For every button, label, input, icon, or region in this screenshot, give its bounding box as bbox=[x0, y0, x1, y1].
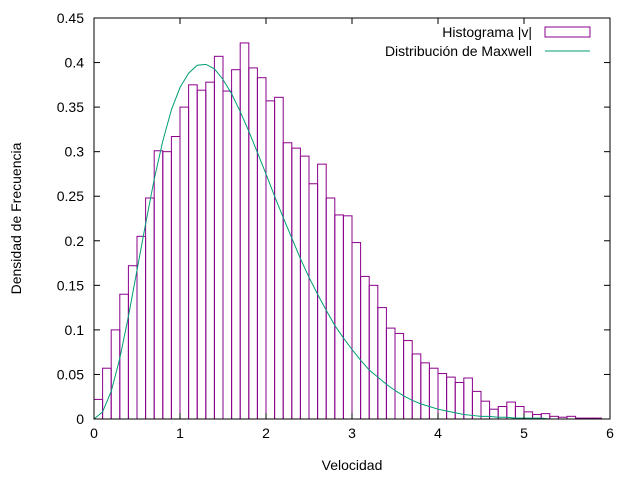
histogram-bar bbox=[291, 147, 301, 420]
histogram-bar bbox=[188, 84, 198, 420]
x-axis-label: Velocidad bbox=[322, 457, 383, 473]
x-tick-label: 4 bbox=[434, 425, 442, 441]
histogram-bar bbox=[351, 242, 362, 420]
legend-swatch-histogram bbox=[544, 26, 591, 38]
y-axis-ticks: 0 0.05 0.1 0.15 0.2 0.25 0.3 0.35 0.4 0.45 bbox=[57, 10, 610, 427]
histogram-bar bbox=[248, 67, 258, 420]
histogram-bar bbox=[119, 293, 129, 420]
legend-label-maxwell: Distribución de Maxwell bbox=[385, 43, 532, 59]
x-tick-label: 5 bbox=[520, 425, 528, 441]
histogram-bar bbox=[428, 367, 439, 420]
y-tick-label: 0 bbox=[76, 411, 84, 427]
y-tick-label: 0.1 bbox=[65, 322, 85, 338]
histogram-bar bbox=[274, 96, 284, 420]
y-tick-label: 0.4 bbox=[65, 55, 85, 71]
histogram-bar bbox=[239, 42, 250, 420]
histogram-bar bbox=[308, 183, 319, 420]
maxwell-curve-layer bbox=[93, 63, 602, 420]
histogram-bar bbox=[385, 327, 396, 420]
histogram-bar bbox=[471, 390, 482, 420]
histogram-bar bbox=[394, 332, 405, 420]
histogram-bar bbox=[222, 90, 233, 420]
histogram-bar bbox=[231, 69, 241, 420]
histogram-bar bbox=[411, 353, 422, 420]
histogram-bar bbox=[437, 373, 448, 420]
y-tick-label: 0.35 bbox=[57, 99, 84, 115]
histogram-bar bbox=[145, 197, 155, 420]
histogram-bar bbox=[360, 275, 370, 420]
histogram-bar bbox=[256, 77, 267, 420]
histogram-bar bbox=[205, 81, 215, 420]
histogram-bar bbox=[282, 142, 293, 420]
maxwell-curve bbox=[93, 63, 602, 420]
x-tick-label: 3 bbox=[348, 425, 356, 441]
histogram-bar bbox=[213, 55, 224, 420]
histogram-bar bbox=[514, 406, 525, 420]
y-tick-label: 0.2 bbox=[65, 233, 85, 249]
legend-label-histogram: Histograma |v| bbox=[442, 24, 532, 40]
histogram-bar bbox=[342, 215, 353, 420]
histogram-bar bbox=[463, 377, 473, 420]
histogram-bar bbox=[179, 106, 190, 420]
histogram-bar bbox=[325, 197, 336, 420]
histogram-bar bbox=[153, 150, 164, 420]
histogram-bar bbox=[170, 136, 181, 420]
histogram-bars bbox=[93, 42, 602, 420]
x-tick-label: 1 bbox=[176, 425, 184, 441]
y-tick-label: 0.15 bbox=[57, 277, 84, 293]
histogram-bar bbox=[127, 265, 138, 420]
histogram-bar bbox=[317, 163, 327, 420]
histogram-bar bbox=[377, 307, 387, 420]
histogram-bar bbox=[403, 340, 413, 420]
y-axis-label: Densidad de Frecuencia bbox=[8, 142, 24, 294]
histogram-bar bbox=[334, 214, 344, 420]
histogram-bar bbox=[265, 100, 276, 420]
x-axis-ticks: 0 1 2 3 4 5 6 bbox=[90, 18, 614, 441]
histogram-bar bbox=[162, 151, 172, 420]
y-tick-label: 0.45 bbox=[57, 10, 84, 26]
y-tick-label: 0.05 bbox=[57, 366, 84, 382]
y-tick-label: 0.25 bbox=[57, 188, 84, 204]
x-tick-label: 6 bbox=[606, 425, 614, 441]
y-tick-label: 0.3 bbox=[65, 144, 85, 160]
histogram-bar bbox=[196, 89, 207, 420]
histogram-bar bbox=[506, 401, 516, 420]
x-tick-label: 0 bbox=[90, 425, 98, 441]
legend: Histograma |v| Distribución de Maxwell bbox=[385, 24, 591, 59]
histogram-bar bbox=[299, 155, 310, 420]
histogram-bar bbox=[368, 284, 379, 420]
histogram-bar bbox=[420, 362, 430, 420]
x-tick-label: 2 bbox=[262, 425, 270, 441]
